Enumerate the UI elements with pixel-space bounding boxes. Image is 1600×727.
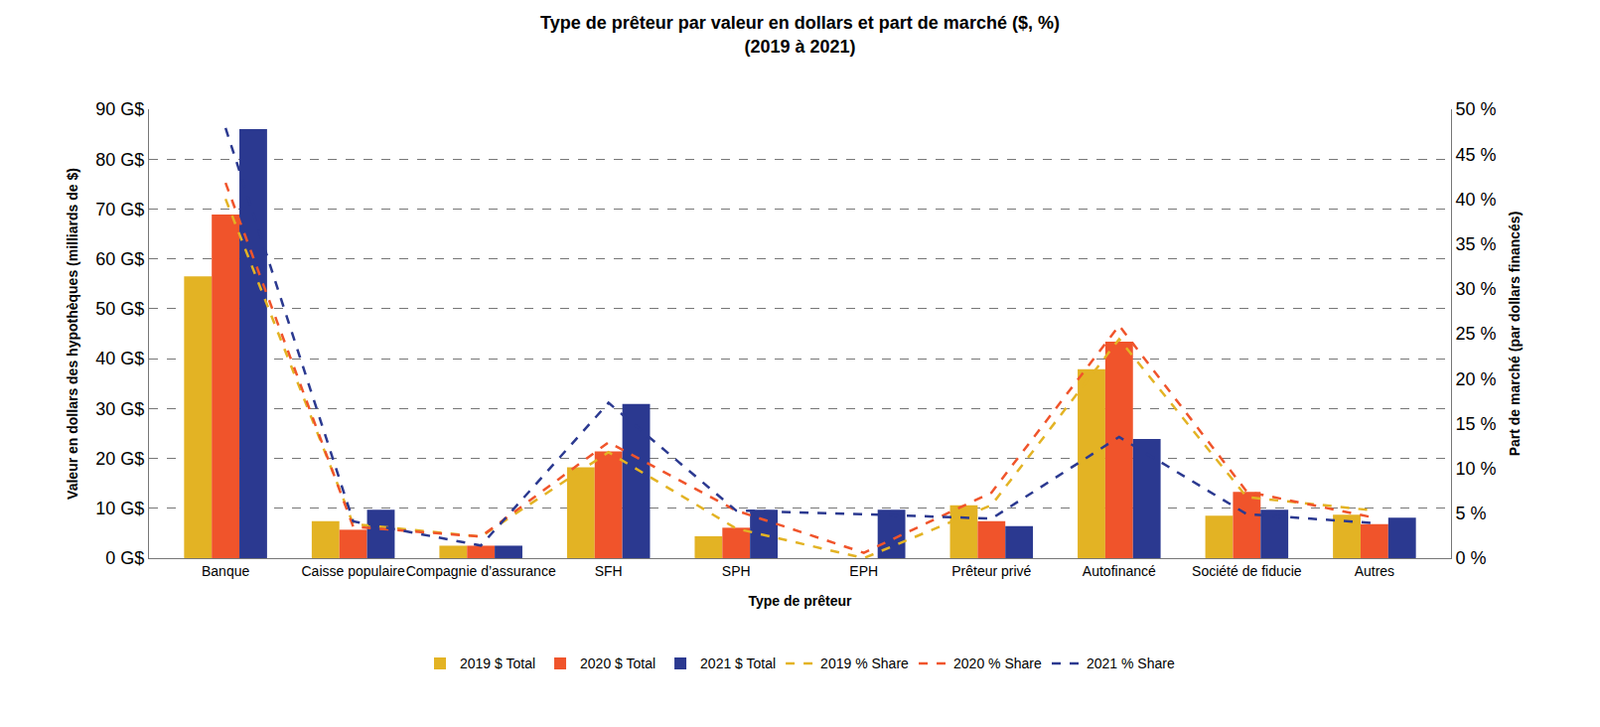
svg-text:10 G$: 10 G$ xyxy=(95,498,145,519)
svg-text:45 %: 45 % xyxy=(1455,145,1497,165)
svg-text:SFH: SFH xyxy=(594,563,623,580)
svg-text:Caisse populaire: Caisse populaire xyxy=(301,563,406,580)
svg-text:30 %: 30 % xyxy=(1455,279,1497,299)
svg-text:2020 % Share: 2020 % Share xyxy=(953,655,1042,672)
svg-text:35 %: 35 % xyxy=(1455,234,1497,255)
svg-text:EPH: EPH xyxy=(849,563,878,580)
svg-text:40 G$: 40 G$ xyxy=(95,348,145,369)
svg-text:20 %: 20 % xyxy=(1455,369,1497,390)
svg-text:70 G$: 70 G$ xyxy=(95,199,145,220)
svg-text:Type de prêteur par valeur en: Type de prêteur par valeur en dollars et… xyxy=(540,12,1060,56)
svg-text:Valeur en dollars des hypothèq: Valeur en dollars des hypothèques (milli… xyxy=(64,167,81,500)
svg-text:Prêteur privé: Prêteur privé xyxy=(951,563,1031,580)
svg-text:5 %: 5 % xyxy=(1455,503,1487,524)
svg-text:90 G$: 90 G$ xyxy=(95,99,145,120)
svg-text:50 %: 50 % xyxy=(1455,99,1497,120)
svg-text:2021 % Share: 2021 % Share xyxy=(1086,655,1175,672)
svg-text:2019 $ Total: 2019 $ Total xyxy=(459,655,536,672)
svg-text:25 %: 25 % xyxy=(1455,323,1497,344)
svg-text:2019 % Share: 2019 % Share xyxy=(820,655,909,672)
svg-text:20 G$: 20 G$ xyxy=(95,448,145,469)
svg-text:Type de prêteur: Type de prêteur xyxy=(748,592,854,609)
svg-text:15 %: 15 % xyxy=(1455,414,1497,435)
svg-text:2021 $ Total: 2021 $ Total xyxy=(700,655,776,672)
svg-text:30 G$: 30 G$ xyxy=(95,399,145,420)
svg-text:Autofinancé: Autofinancé xyxy=(1082,563,1157,580)
svg-text:Société de fiducie: Société de fiducie xyxy=(1191,563,1303,580)
svg-text:Banque: Banque xyxy=(201,563,250,580)
svg-text:2020 $ Total: 2020 $ Total xyxy=(580,655,656,672)
svg-text:SPH: SPH xyxy=(722,563,751,580)
svg-text:60 G$: 60 G$ xyxy=(95,249,145,270)
svg-text:0 %: 0 % xyxy=(1455,548,1487,569)
svg-text:Compagnie d’assurance: Compagnie d’assurance xyxy=(406,563,557,580)
svg-text:0 G$: 0 G$ xyxy=(105,548,145,569)
svg-text:10 %: 10 % xyxy=(1455,458,1497,479)
svg-text:40 %: 40 % xyxy=(1455,189,1497,210)
svg-text:50 G$: 50 G$ xyxy=(95,298,145,319)
svg-text:80 G$: 80 G$ xyxy=(95,149,145,170)
svg-text:Autres: Autres xyxy=(1354,563,1395,580)
svg-text:Part de marché (par dollars fi: Part de marché (par dollars financés) xyxy=(1506,211,1523,457)
